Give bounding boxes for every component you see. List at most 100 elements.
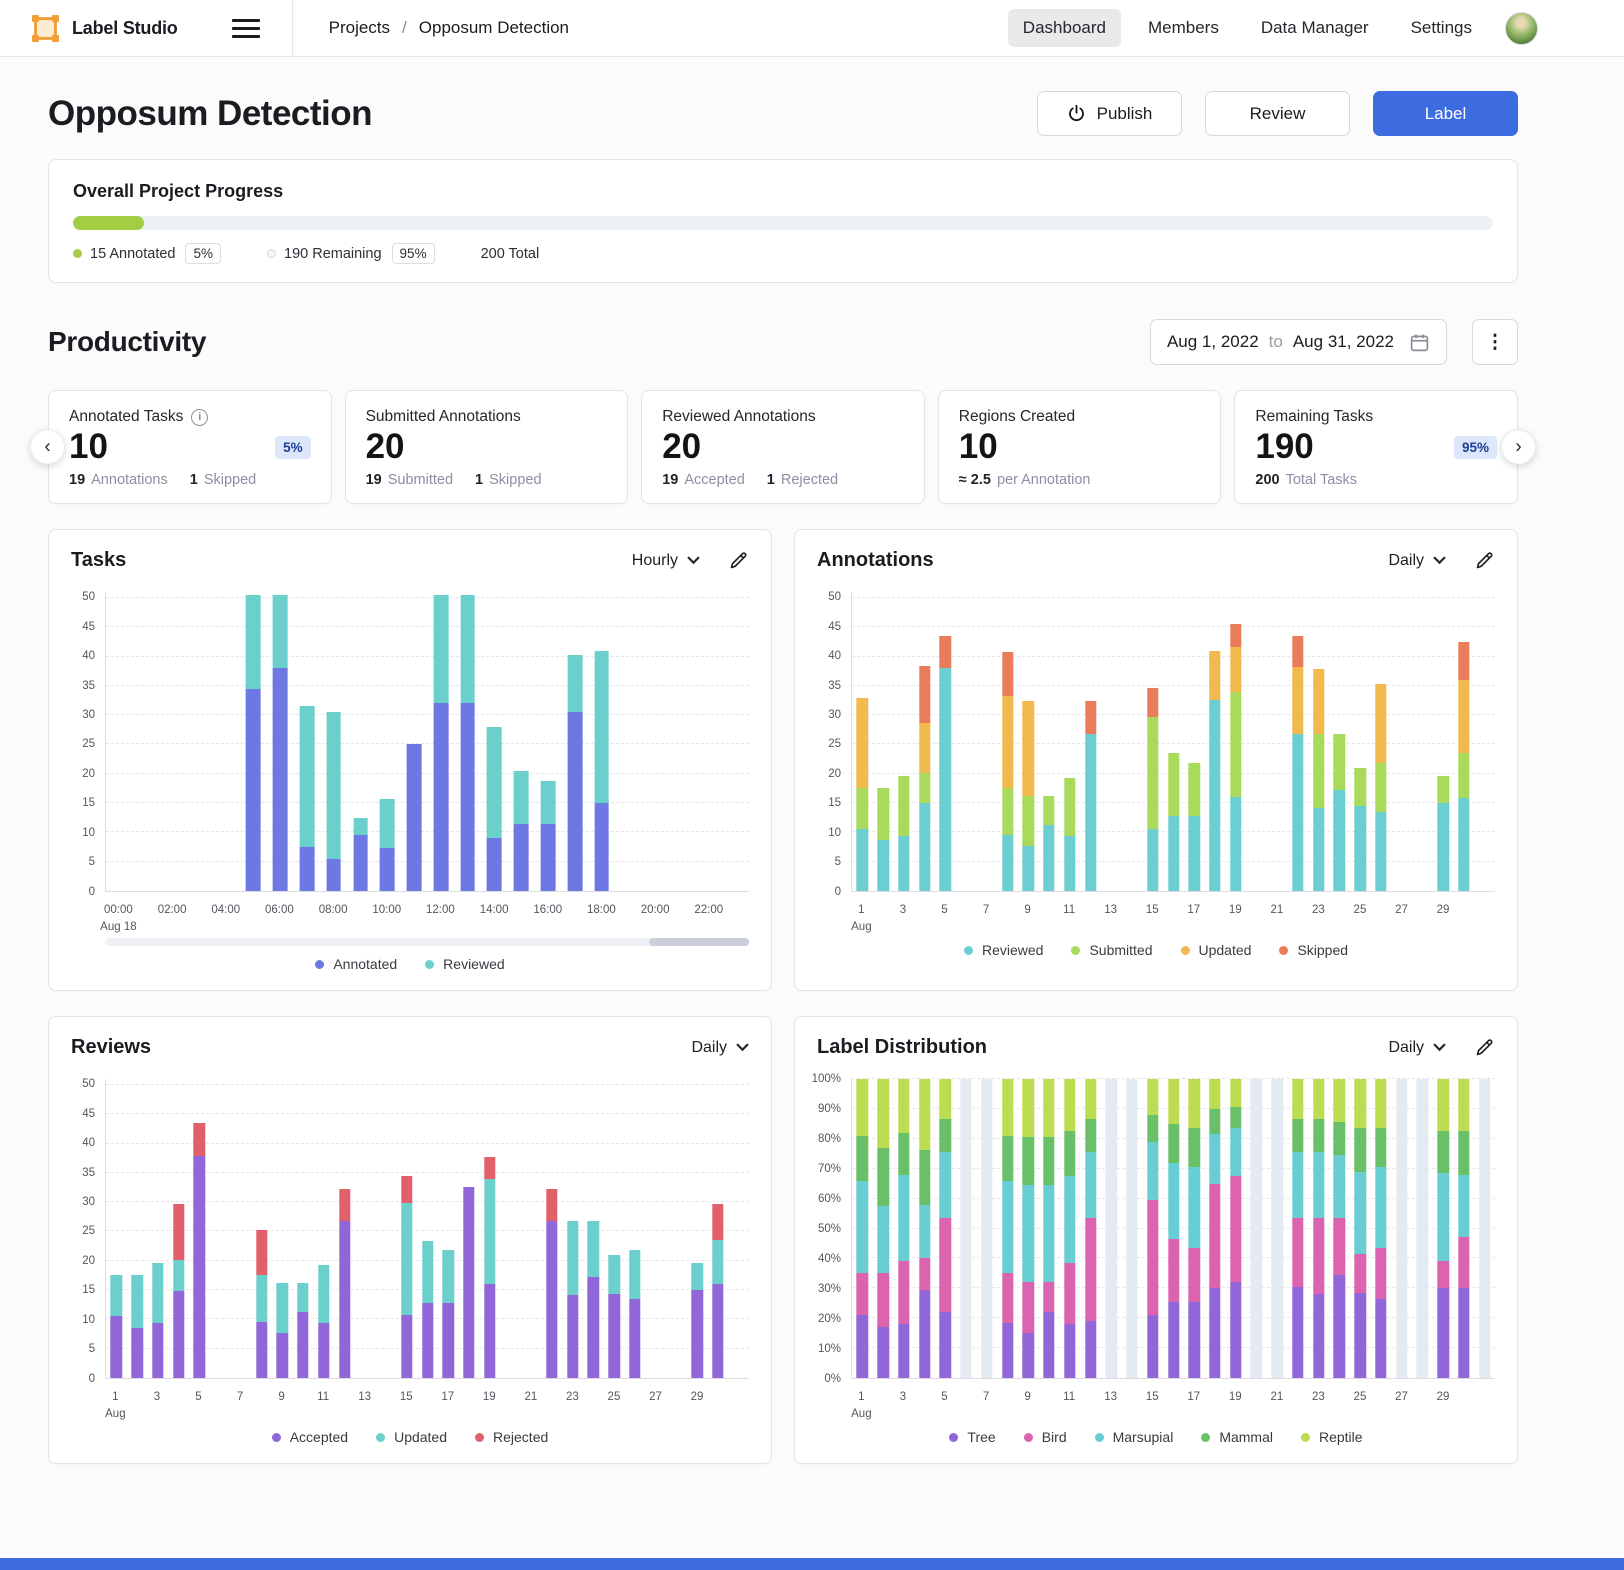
y-tick-label: 0% [824,1372,841,1385]
legend-item[interactable]: Annotated [315,956,397,972]
edit-chart-icon[interactable] [728,550,749,571]
label-studio-logo[interactable] [32,14,59,42]
legend-item[interactable]: Tree [949,1429,996,1445]
x-tick-text: 3 [899,904,907,916]
bar [1354,592,1366,891]
bar-segment [433,594,449,704]
nav-members[interactable]: Members [1147,18,1219,37]
interval-dropdown[interactable]: Daily [1388,552,1446,570]
bar-segment [898,1174,910,1262]
bar-segment [110,1274,123,1316]
user-avatar[interactable] [1505,11,1538,45]
bar [463,1079,475,1378]
empty-day-bar [1271,1079,1283,1378]
bar-segment [338,1220,351,1378]
label-button[interactable]: Label [1373,91,1518,136]
info-icon[interactable]: i [191,408,209,426]
remaining-percent-badge: 95% [391,243,435,264]
review-button[interactable]: Review [1205,91,1350,136]
overall-progress-card: Overall Project Progress 15 Annotated 5%… [48,159,1518,283]
legend-item[interactable]: Mammal [1201,1429,1273,1445]
x-tick-text: 11 [317,1391,330,1403]
stat-value: 20 [662,427,702,466]
legend-item[interactable]: Updated [1180,942,1251,958]
interval-dropdown[interactable]: Daily [691,1039,749,1057]
bar [1230,592,1242,891]
bar-segment [1001,1322,1014,1378]
breadcrumb-projects[interactable]: Projects [328,18,391,37]
edit-chart-icon[interactable] [1474,1037,1495,1058]
legend-item[interactable]: Bird [1023,1429,1067,1445]
gridline [106,860,749,862]
bar [1147,1079,1159,1378]
date-range-picker[interactable]: Aug 1, 2022 to Aug 31, 2022 [1149,319,1447,365]
nav-data-manager[interactable]: Data Manager [1260,18,1369,37]
bar-segment [463,1186,475,1378]
x-tick-label: 19 [1229,902,1242,919]
x-axis: 1 Aug 3 5 7 9 11 13 15 17 19 21 23 25 27 29 [851,1379,1495,1421]
x-tick-label: 02:00 [158,902,187,919]
productivity-menu-button[interactable]: ⋮ [1472,319,1518,365]
nav-settings[interactable]: Settings [1410,18,1472,37]
x-tick-text: 5 [941,1391,948,1403]
remaining-count: 190 Remaining [284,245,382,262]
gridline [106,655,749,657]
legend-item[interactable]: Reptile [1300,1429,1363,1445]
bar-segment [318,1264,330,1324]
x-tick-text: 02:00 [157,904,187,916]
bar-segment [1292,636,1304,668]
scrollbar-thumb[interactable] [649,938,749,946]
y-tick-label: 0 [834,885,841,898]
bar-segment [1001,787,1014,836]
edit-chart-icon[interactable] [1474,550,1495,571]
publish-button[interactable]: Publish [1037,91,1182,136]
legend-item[interactable]: Skipped [1279,942,1348,958]
x-tick-label: 08:00 [319,902,348,919]
bar-segment [1022,1185,1034,1283]
x-tick-label: 1 Aug [851,902,871,937]
stat-card-remaining-tasks: Remaining Tasks 190 95% 200 Total Tasks [1234,390,1518,504]
menu-icon[interactable] [231,18,260,38]
bar-segment [546,1220,558,1378]
legend-item[interactable]: Reviewed [963,942,1043,958]
stat-sub-item: 1 Rejected [766,472,839,488]
bar-segment [1167,1162,1180,1239]
legend-item[interactable]: Reviewed [425,956,505,972]
legend-dot [1180,945,1190,955]
chart-legend: Reviewed Submitted Updated Skipped [817,942,1495,964]
x-tick-label: 23 [1312,902,1325,919]
carousel-next-button[interactable]: › [1501,429,1536,465]
bar [1167,592,1180,891]
bar-segment [299,847,315,891]
x-tick-text: 13 [1104,1391,1118,1403]
legend-item[interactable]: Marsupial [1094,1429,1173,1445]
carousel-prev-button[interactable]: ‹ [30,429,65,465]
legend-item[interactable]: Rejected [475,1429,548,1445]
header-divider [291,0,293,57]
bar-segment [918,803,931,891]
x-tick-label: 11 [1063,1389,1075,1406]
legend-label: Skipped [1297,942,1349,958]
interval-dropdown[interactable]: Hourly [632,552,700,570]
empty-day-bar [981,1079,993,1378]
x-tick-label: 15 [1146,1389,1159,1406]
legend-item[interactable]: Accepted [271,1429,348,1445]
legend-item[interactable]: Submitted [1071,942,1153,958]
power-icon [1068,104,1084,122]
x-tick-text: 18:00 [587,904,616,916]
bar-segment [898,1079,910,1133]
nav-dashboard[interactable]: Dashboard [1007,9,1121,47]
stat-card-reviewed-annotations: Reviewed Annotations 20 19 Accepted 1 Reje… [641,390,925,504]
bar-segment [297,1312,309,1378]
bar-segment [1333,1122,1346,1156]
bar-segment [1147,1114,1159,1142]
bar [856,1079,869,1378]
legend-item[interactable]: Updated [376,1429,447,1445]
interval-dropdown[interactable]: Daily [1388,1039,1446,1057]
x-tick-text: 29 [1436,904,1450,916]
bar [1043,592,1055,891]
chart-scrollbar[interactable] [105,938,749,946]
stat-sub-item: 19 Accepted [662,472,745,488]
x-tick-text: 10:00 [372,904,402,916]
